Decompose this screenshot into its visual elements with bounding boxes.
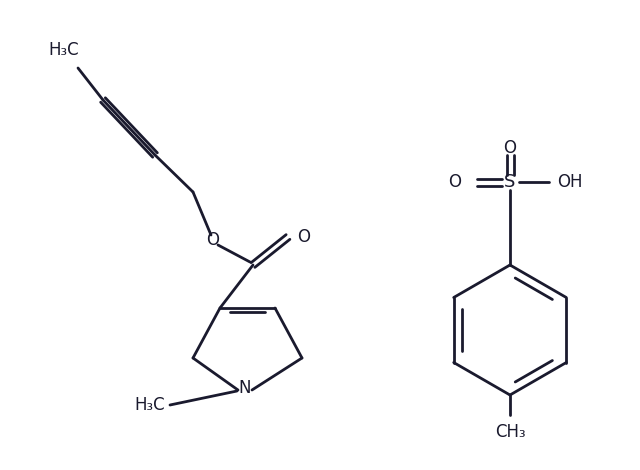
Text: O: O xyxy=(207,231,220,249)
Text: N: N xyxy=(239,379,252,397)
Text: S: S xyxy=(504,173,516,191)
Text: O: O xyxy=(504,139,516,157)
Text: O: O xyxy=(448,173,461,191)
Text: H₃C: H₃C xyxy=(134,396,165,414)
Text: H₃C: H₃C xyxy=(48,41,79,59)
Text: O: O xyxy=(297,228,310,246)
Text: OH: OH xyxy=(557,173,582,191)
Text: CH₃: CH₃ xyxy=(495,423,525,441)
